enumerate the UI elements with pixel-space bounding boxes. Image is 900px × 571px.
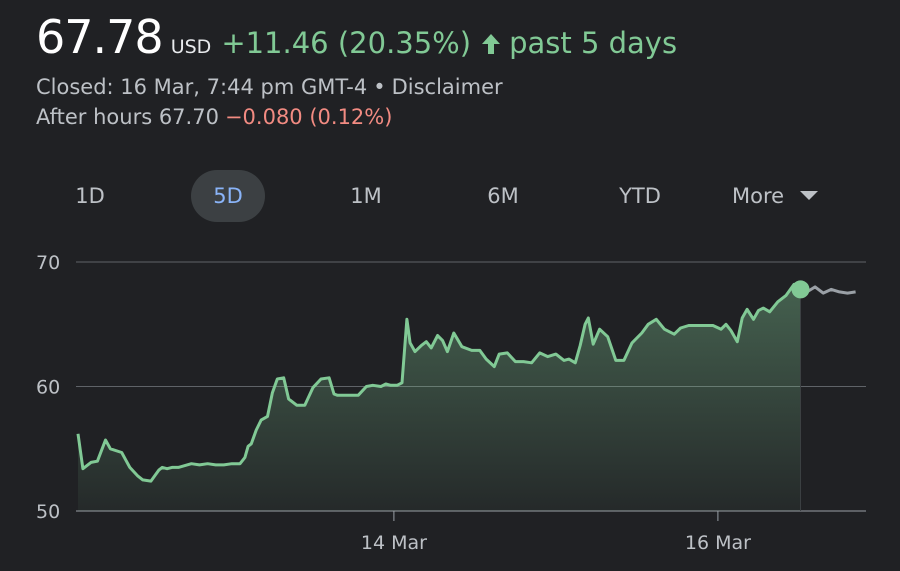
- after-hours-label: After hours 67.70: [36, 105, 219, 129]
- more-label: More: [732, 184, 785, 208]
- price-line: [76, 282, 802, 483]
- range-tabs: 1D 5D 1M 6M YTD More: [40, 170, 850, 224]
- y-tick-label: 70: [36, 252, 60, 274]
- tab-1d[interactable]: 1D: [75, 184, 105, 208]
- price-change: +11.46 (20.35%): [221, 26, 472, 60]
- closed-text: Closed: 16 Mar, 7:44 pm GMT-4: [36, 75, 368, 99]
- tab-5d[interactable]: 5D: [191, 170, 265, 222]
- y-tick-label: 50: [36, 501, 60, 523]
- axis-ticks: 70 60 50 14 Mar 16 Mar: [36, 252, 751, 554]
- change-period: past 5 days: [509, 26, 678, 60]
- price-area: [78, 284, 801, 511]
- tab-1m[interactable]: 1M: [350, 184, 382, 208]
- x-tick-label: 16 Mar: [685, 532, 751, 554]
- y-tick-label: 60: [36, 377, 60, 399]
- close-info: Closed: 16 Mar, 7:44 pm GMT-4 • Disclaimer: [36, 72, 886, 102]
- separator-dot: •: [373, 75, 386, 99]
- current-price: 67.78: [36, 10, 164, 64]
- quote-header: 67.78 USD +11.46 (20.35%) past 5 days Cl…: [36, 10, 886, 132]
- more-dropdown[interactable]: More: [732, 170, 819, 222]
- tab-6m[interactable]: 6M: [487, 184, 519, 208]
- arrow-up-icon: [481, 33, 501, 55]
- chevron-down-icon: [800, 191, 819, 200]
- last-price-dot: [791, 280, 810, 299]
- tab-ytd[interactable]: YTD: [619, 184, 661, 208]
- after-hours-info: After hours 67.70 −0.080 (0.12%): [36, 102, 886, 132]
- price-chart: 70 60 50 14 Mar 16 Mar: [36, 252, 866, 554]
- currency-label: USD: [170, 36, 212, 58]
- after-hours-change: −0.080 (0.12%): [224, 105, 393, 129]
- disclaimer-link[interactable]: Disclaimer: [391, 75, 503, 99]
- x-tick-label: 14 Mar: [361, 532, 427, 554]
- price-row: 67.78 USD +11.46 (20.35%) past 5 days: [36, 10, 886, 72]
